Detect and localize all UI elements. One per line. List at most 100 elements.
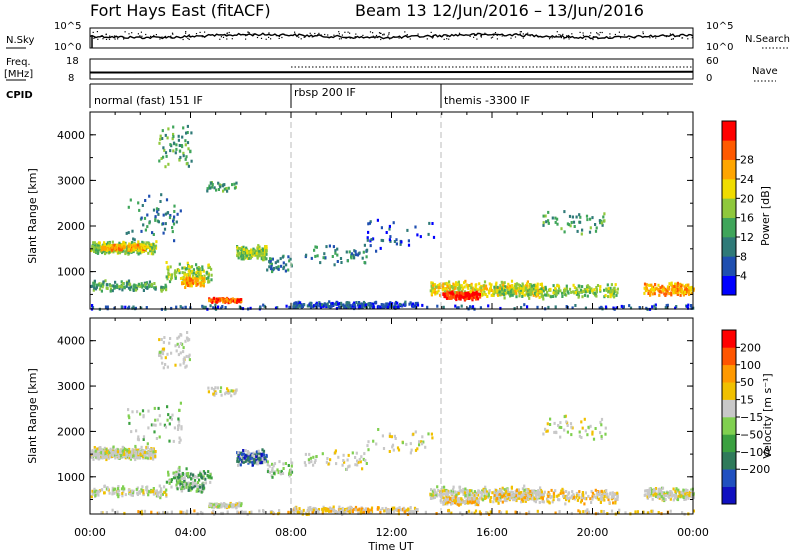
echo-cell bbox=[117, 487, 120, 491]
echo-cell bbox=[349, 505, 352, 509]
echo-cell bbox=[178, 262, 181, 266]
echo-cell bbox=[148, 242, 151, 246]
echo-cell bbox=[164, 212, 167, 216]
echo-cell bbox=[446, 290, 449, 294]
echo-cell bbox=[416, 301, 419, 305]
echo-cell bbox=[145, 281, 148, 285]
echo-cell bbox=[433, 283, 437, 287]
echo-cell bbox=[427, 432, 430, 436]
echo-cell bbox=[201, 265, 204, 269]
echo-cell bbox=[500, 488, 503, 492]
noise-search-dot bbox=[369, 31, 372, 33]
echo-cell bbox=[186, 331, 189, 334]
noise-search-dot bbox=[231, 38, 233, 40]
echo-cell bbox=[443, 499, 446, 503]
echo-cell bbox=[124, 493, 127, 497]
echo-cell bbox=[181, 271, 184, 275]
echo-cell bbox=[175, 473, 178, 476]
echo-cell bbox=[183, 483, 186, 487]
echo-cell bbox=[665, 304, 668, 308]
echo-cell bbox=[534, 496, 538, 500]
echo-cell bbox=[367, 448, 370, 452]
echo-cell bbox=[225, 187, 228, 190]
echo-cell bbox=[134, 245, 137, 249]
echo-cell bbox=[192, 271, 195, 275]
echo-cell bbox=[214, 390, 217, 394]
echo-cell bbox=[651, 292, 654, 296]
noise-search-dot bbox=[254, 33, 256, 35]
echo-cell bbox=[163, 148, 166, 152]
echo-cell bbox=[352, 303, 355, 307]
echo-cell bbox=[141, 240, 144, 244]
echo-cell bbox=[91, 245, 94, 249]
echo-cell bbox=[529, 289, 533, 293]
echo-cell bbox=[310, 460, 313, 464]
echo-cell bbox=[407, 243, 411, 247]
echo-cell bbox=[177, 481, 180, 485]
echo-cell bbox=[437, 289, 440, 293]
echo-cell bbox=[539, 494, 542, 498]
echo-cell bbox=[511, 490, 514, 494]
echo-cell bbox=[485, 492, 488, 496]
noise-search-dot bbox=[298, 36, 300, 38]
echo-cell bbox=[204, 305, 207, 309]
echo-cell bbox=[197, 266, 200, 269]
echo-cell bbox=[338, 505, 341, 509]
echo-cell bbox=[140, 243, 143, 247]
echo-cell bbox=[586, 289, 589, 293]
echo-cell bbox=[447, 489, 450, 493]
echo-cell bbox=[136, 410, 139, 414]
echo-cell bbox=[416, 447, 419, 451]
echo-cell bbox=[442, 502, 445, 506]
noise-search-dot bbox=[665, 36, 668, 38]
echo-cell bbox=[185, 467, 188, 471]
echo-cell bbox=[327, 462, 330, 466]
echo-cell bbox=[333, 509, 336, 513]
echo-cell bbox=[274, 306, 278, 310]
echo-cell bbox=[273, 462, 277, 466]
echo-cell bbox=[455, 295, 458, 299]
noise-search-dot bbox=[510, 37, 512, 39]
echo-cell bbox=[190, 477, 193, 481]
echo-cell bbox=[505, 499, 508, 503]
echo-cell bbox=[207, 186, 211, 190]
echo-cell bbox=[164, 283, 167, 287]
echo-cell bbox=[252, 461, 255, 465]
echo-cell bbox=[133, 456, 136, 460]
echo-cell bbox=[418, 440, 421, 444]
echo-cell bbox=[168, 481, 171, 485]
echo-cell bbox=[480, 490, 483, 494]
echo-cell bbox=[189, 282, 192, 286]
echo-cell bbox=[319, 305, 323, 309]
echo-cell bbox=[674, 306, 677, 310]
noise-search-dot bbox=[268, 36, 270, 38]
noise-search-dot bbox=[195, 33, 198, 35]
echo-cell bbox=[182, 126, 185, 130]
echo-cell bbox=[153, 406, 156, 410]
echo-cell bbox=[614, 283, 617, 287]
noise-search-dot bbox=[226, 32, 228, 34]
echo-cell bbox=[294, 301, 297, 305]
echo-cell bbox=[594, 229, 598, 233]
echo-cell bbox=[263, 304, 266, 308]
echo-cell bbox=[294, 306, 297, 310]
echo-cell bbox=[152, 233, 155, 236]
echo-cell bbox=[190, 265, 194, 269]
echo-cell bbox=[523, 303, 526, 307]
echo-cell bbox=[282, 265, 286, 269]
noise-search-dot bbox=[669, 33, 671, 35]
echo-cell bbox=[131, 229, 134, 233]
echo-cell bbox=[109, 248, 112, 252]
echo-cell bbox=[326, 509, 329, 512]
echo-cell bbox=[136, 284, 139, 288]
noise-search-dot bbox=[372, 35, 374, 37]
echo-cell bbox=[185, 472, 189, 476]
noise-search-dot bbox=[642, 31, 644, 33]
echo-cell bbox=[474, 287, 477, 291]
echo-cell bbox=[104, 305, 108, 309]
echo-cell bbox=[177, 138, 180, 142]
echo-cell bbox=[186, 278, 190, 282]
echo-cell bbox=[536, 305, 539, 309]
echo-cell bbox=[484, 485, 487, 489]
echo-cell bbox=[122, 245, 125, 249]
